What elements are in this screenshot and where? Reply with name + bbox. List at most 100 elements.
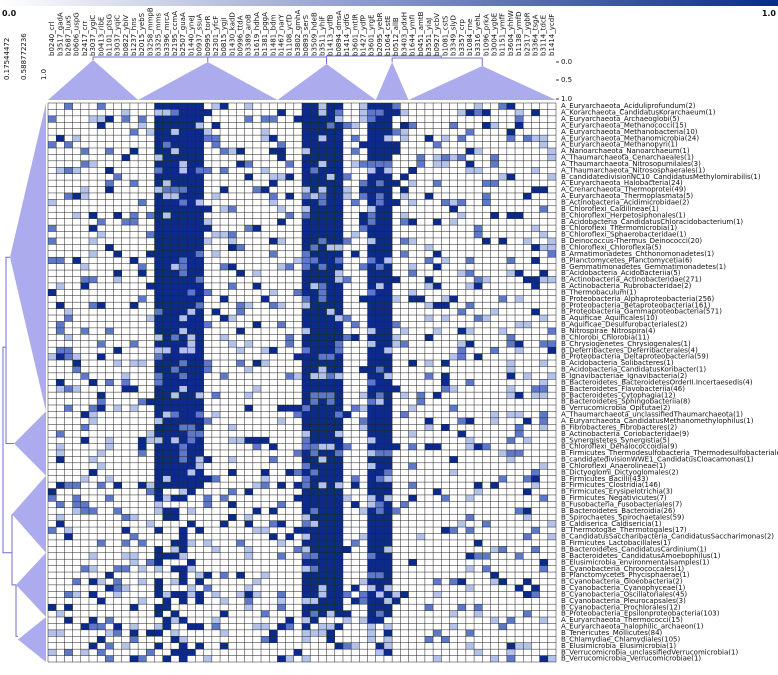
heatmap-cell [367, 604, 376, 611]
heatmap-cell [310, 186, 319, 193]
heatmap-cell [310, 475, 319, 483]
heatmap-cell [146, 649, 155, 656]
heatmap-cell [146, 520, 155, 528]
heatmap-cell [482, 109, 491, 116]
heatmap-cell [195, 398, 204, 405]
heatmap-cell [187, 218, 196, 226]
row-label: A_Euryarchaeota_CandidatusMethanomethylo… [561, 417, 754, 425]
heatmap-cell [138, 578, 147, 585]
heatmap-cell [318, 475, 327, 483]
heatmap-cell [203, 584, 212, 592]
heatmap-cell [433, 578, 442, 585]
column-label: b1414_ydfG [343, 14, 351, 56]
heatmap-cell [326, 430, 335, 438]
heatmap-cell [170, 578, 180, 585]
heatmap-cell [211, 308, 221, 316]
heatmap-cell [310, 469, 319, 476]
heatmap-cell [56, 482, 65, 489]
heatmap-cell [179, 218, 188, 226]
heatmap-cell [326, 417, 335, 425]
heatmap-cell [449, 353, 458, 361]
heatmap-cell [154, 546, 163, 553]
colorbar-gradient [0, 0, 778, 6]
heatmap-cell [359, 404, 368, 412]
heatmap-cell [474, 103, 483, 110]
heatmap-cell [433, 141, 442, 148]
heatmap-cell [334, 591, 343, 598]
heatmap-cell [56, 629, 65, 637]
heatmap-cell [424, 604, 434, 611]
heatmap-cell [187, 109, 196, 116]
heatmap-cell [48, 527, 57, 534]
heatmap-cell [170, 539, 180, 547]
heatmap-cell [367, 276, 376, 283]
colorbar-min-label: 0.0 [2, 9, 17, 18]
heatmap-cell [326, 623, 335, 630]
row-label: B_Chloroflexi_Sphaerobacteridae(1) [561, 231, 687, 239]
heatmap-cell [318, 462, 327, 470]
heatmap-cell [105, 642, 114, 650]
heatmap-cell [154, 565, 163, 573]
heatmap-cell [449, 199, 458, 206]
heatmap-cell [302, 366, 311, 373]
heatmap-cell [318, 257, 327, 264]
heatmap-cell [129, 404, 139, 412]
heatmap-cell [310, 443, 319, 450]
heatmap-cell [375, 456, 384, 463]
column-dendrogram-tick-label: 0.0 [561, 58, 572, 66]
heatmap-cell [441, 424, 450, 431]
heatmap-cell [318, 469, 327, 476]
heatmap-cell [449, 610, 458, 618]
heatmap-cell [146, 250, 155, 258]
heatmap-cell [302, 372, 311, 380]
heatmap-cell [179, 636, 188, 643]
heatmap-cell [138, 539, 147, 547]
row-label: B_Armatimonadetes_Chthonomonadetes(1) [561, 250, 714, 258]
heatmap-cell [375, 225, 384, 232]
heatmap-cell [179, 115, 188, 123]
heatmap-cell [531, 276, 540, 283]
heatmap-cell [367, 430, 376, 438]
heatmap-cell [392, 295, 401, 303]
heatmap-cell [170, 205, 180, 213]
heatmap-cell [64, 192, 73, 200]
heatmap-cell [547, 372, 556, 380]
heatmap-cell [162, 257, 171, 264]
heatmap-cell [195, 411, 204, 418]
heatmap-cell [162, 398, 171, 405]
heatmap-cell [515, 270, 524, 277]
heatmap-cell [334, 578, 343, 585]
heatmap-cell [179, 430, 188, 438]
heatmap-cell [408, 180, 417, 187]
heatmap-cell [375, 572, 384, 579]
heatmap-cell [474, 282, 483, 290]
heatmap-cell [285, 617, 294, 624]
heatmap-cell [318, 565, 327, 573]
heatmap-cell [498, 327, 507, 335]
heatmap-cell [302, 469, 311, 476]
heatmap-cell [269, 115, 278, 123]
heatmap-cell [375, 527, 384, 534]
heatmap-cell [326, 282, 335, 290]
heatmap-cell [383, 205, 393, 213]
heatmap-cell [228, 147, 237, 155]
heatmap-cell [97, 115, 106, 123]
heatmap-cell [203, 417, 212, 425]
heatmap-cell [113, 250, 122, 258]
column-label: b3403_pdxH [400, 12, 408, 56]
row-label: B_Bacteroidetes_Cytophagia(12) [561, 391, 676, 399]
heatmap-cell [334, 533, 343, 540]
row-label: A_Euryarchaeota_Aciduliprofundum(2) [561, 102, 696, 110]
heatmap-cell [203, 225, 212, 232]
heatmap-cell [416, 533, 425, 540]
heatmap-cell [441, 199, 450, 206]
heatmap-cell [195, 642, 204, 650]
heatmap-cell [195, 173, 204, 181]
heatmap-cell [105, 147, 114, 155]
heatmap-cell [359, 597, 368, 605]
heatmap-cell [383, 109, 393, 116]
heatmap-cell [244, 604, 253, 611]
heatmap-cell [318, 372, 327, 380]
heatmap-cell [326, 115, 335, 123]
heatmap-cell [138, 565, 147, 573]
